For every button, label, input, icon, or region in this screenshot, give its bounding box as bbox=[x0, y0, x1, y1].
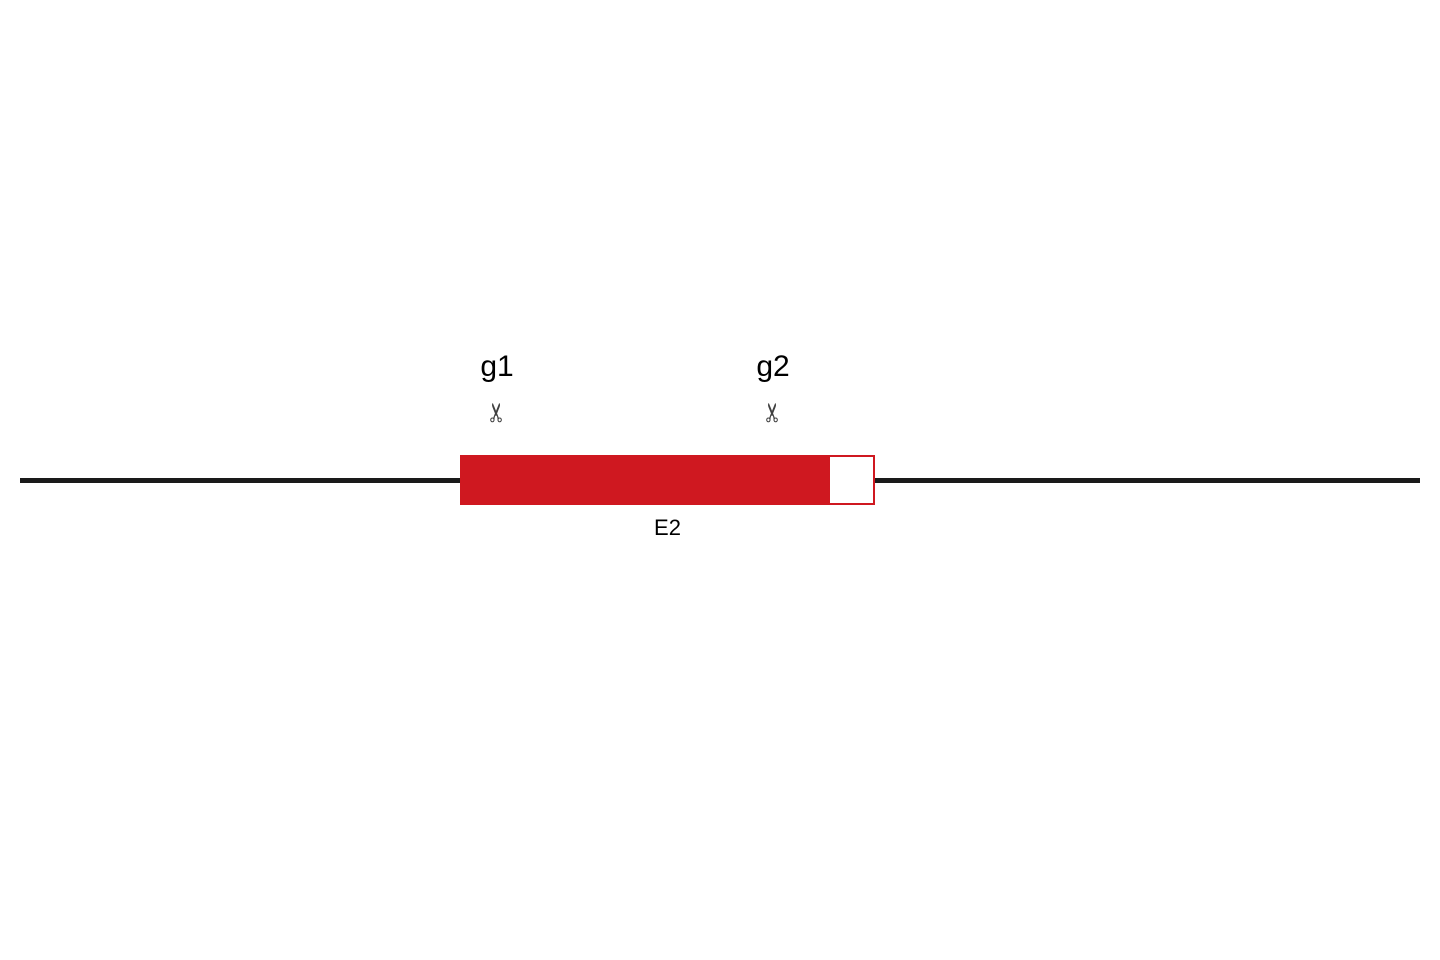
exon-filled-region bbox=[460, 455, 830, 505]
scissors-icon: ✂ bbox=[482, 393, 513, 433]
guide-g2-label: g2 bbox=[733, 350, 813, 384]
exon-label: E2 bbox=[618, 515, 718, 541]
gene-diagram: E2 g1 ✂ g2 ✂ bbox=[0, 0, 1440, 960]
guide-g1-label: g1 bbox=[457, 350, 537, 384]
scissors-icon: ✂ bbox=[758, 393, 789, 433]
